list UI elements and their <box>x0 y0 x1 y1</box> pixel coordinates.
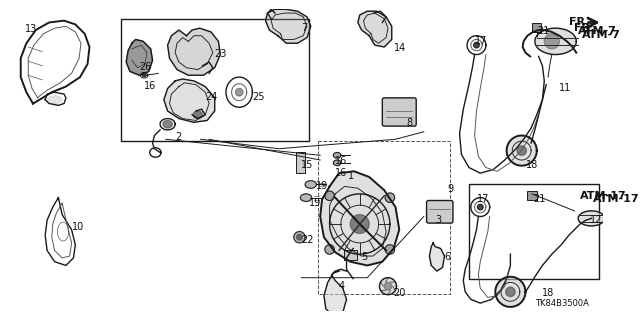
Text: 3: 3 <box>435 215 441 225</box>
Text: 17: 17 <box>475 36 487 46</box>
Text: 13: 13 <box>24 24 36 34</box>
Text: 5: 5 <box>362 252 368 262</box>
Text: ATM-17: ATM-17 <box>593 194 640 204</box>
Text: 19: 19 <box>309 198 321 208</box>
Text: 24: 24 <box>205 92 218 102</box>
Text: 15: 15 <box>301 160 314 170</box>
Polygon shape <box>305 181 316 188</box>
Text: ATM-17: ATM-17 <box>580 191 627 201</box>
Text: 22: 22 <box>301 235 314 245</box>
Polygon shape <box>474 42 479 48</box>
Text: 11: 11 <box>559 83 572 93</box>
Text: 20: 20 <box>394 288 406 298</box>
Text: 16: 16 <box>335 156 348 166</box>
Polygon shape <box>325 191 334 201</box>
FancyBboxPatch shape <box>427 201 453 223</box>
Polygon shape <box>193 111 202 119</box>
Polygon shape <box>506 287 515 297</box>
Polygon shape <box>164 79 214 122</box>
Text: FR.: FR. <box>575 22 595 33</box>
Text: 18: 18 <box>543 288 555 298</box>
Polygon shape <box>320 171 399 266</box>
Polygon shape <box>385 245 395 254</box>
Bar <box>120 19 309 141</box>
Polygon shape <box>385 193 395 202</box>
Polygon shape <box>380 278 396 295</box>
FancyBboxPatch shape <box>382 98 416 126</box>
Polygon shape <box>294 232 305 243</box>
Bar <box>469 185 599 279</box>
Polygon shape <box>325 245 334 254</box>
Text: ATM-7: ATM-7 <box>582 30 621 40</box>
Text: 16: 16 <box>335 168 348 179</box>
Bar <box>344 251 357 260</box>
Bar <box>296 152 305 173</box>
Polygon shape <box>168 28 220 75</box>
Polygon shape <box>300 194 312 201</box>
Text: 18: 18 <box>525 160 538 170</box>
Polygon shape <box>507 135 537 166</box>
Text: 4: 4 <box>339 281 345 291</box>
Polygon shape <box>163 120 172 128</box>
Bar <box>532 22 541 32</box>
Polygon shape <box>142 74 146 77</box>
Polygon shape <box>517 146 526 155</box>
Text: FR.: FR. <box>569 17 589 27</box>
Text: 21: 21 <box>533 194 545 204</box>
Polygon shape <box>236 88 243 96</box>
Text: TK84B3500A: TK84B3500A <box>535 300 589 308</box>
Text: 16: 16 <box>144 81 156 91</box>
Text: 8: 8 <box>407 118 413 128</box>
Text: 12: 12 <box>589 215 602 225</box>
Text: 10: 10 <box>72 222 84 232</box>
Polygon shape <box>333 152 341 158</box>
Text: 19: 19 <box>316 181 329 191</box>
Text: 14: 14 <box>394 43 406 53</box>
Text: 17: 17 <box>477 194 489 204</box>
Polygon shape <box>296 234 302 240</box>
Bar <box>318 141 450 294</box>
Polygon shape <box>126 39 152 75</box>
Text: 21: 21 <box>537 26 549 36</box>
Text: 26: 26 <box>140 62 152 72</box>
Text: 2: 2 <box>175 132 181 142</box>
Polygon shape <box>477 204 483 210</box>
Polygon shape <box>358 11 392 47</box>
Polygon shape <box>578 211 605 226</box>
Polygon shape <box>495 277 525 307</box>
Polygon shape <box>333 160 341 166</box>
Text: 9: 9 <box>447 184 453 194</box>
Polygon shape <box>350 215 369 234</box>
Polygon shape <box>266 9 311 43</box>
Text: 1: 1 <box>348 171 355 181</box>
Polygon shape <box>535 28 576 54</box>
Text: 23: 23 <box>214 49 227 59</box>
Polygon shape <box>429 243 444 271</box>
Polygon shape <box>47 96 62 103</box>
Bar <box>527 191 537 201</box>
Polygon shape <box>324 269 346 316</box>
Polygon shape <box>384 283 392 290</box>
Text: 7: 7 <box>301 22 308 33</box>
Polygon shape <box>544 34 559 49</box>
Text: 25: 25 <box>252 92 265 102</box>
Text: 6: 6 <box>444 252 451 262</box>
Text: ATM-7: ATM-7 <box>578 26 617 36</box>
